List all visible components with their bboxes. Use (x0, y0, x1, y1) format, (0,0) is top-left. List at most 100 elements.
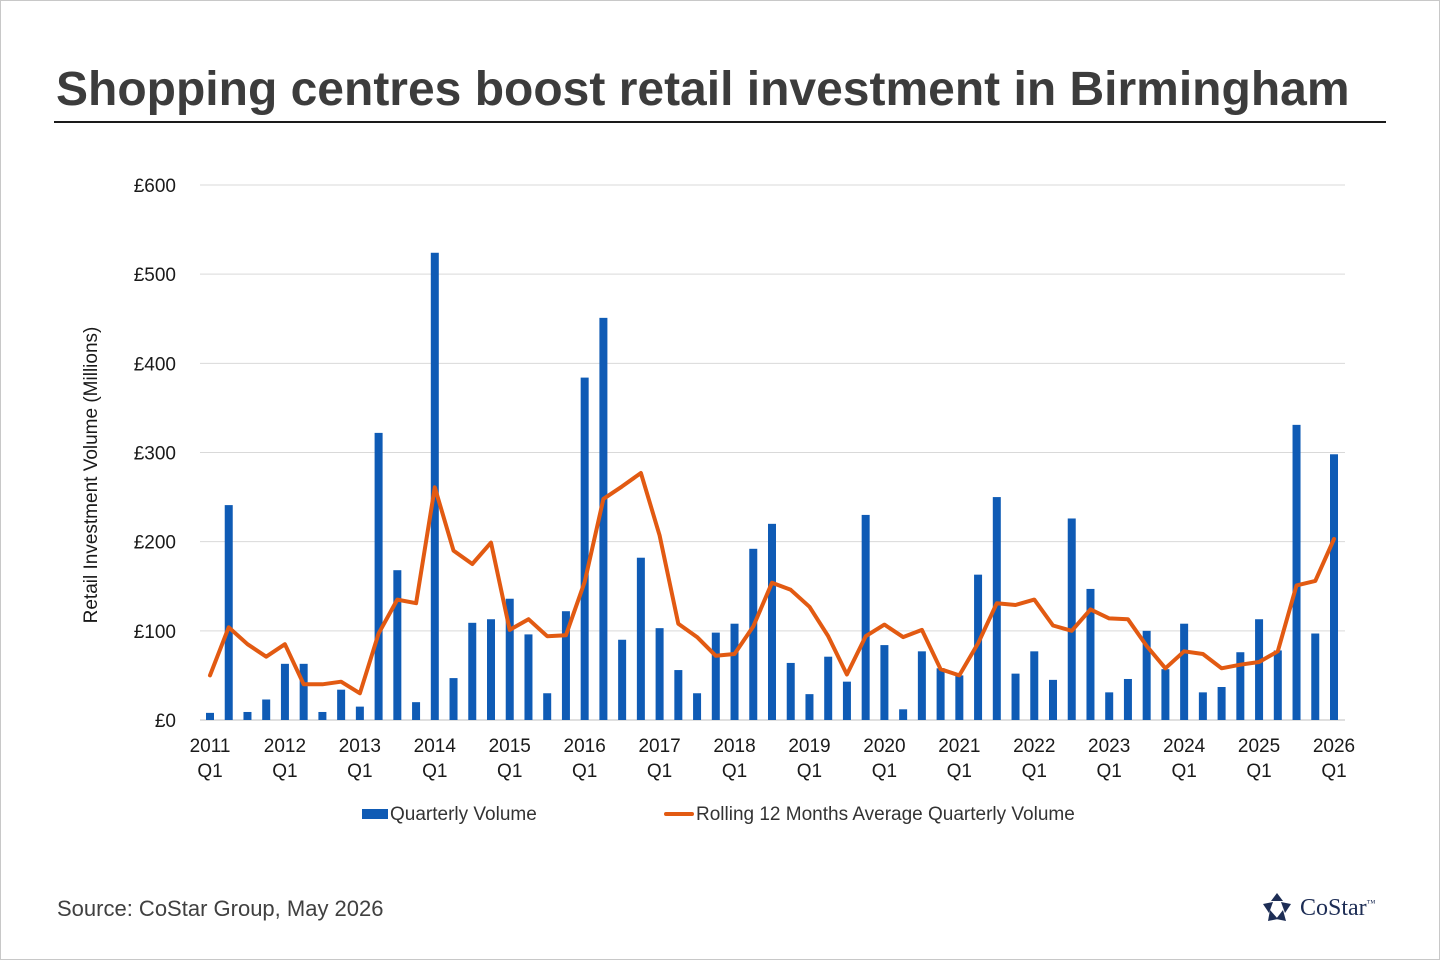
bar (693, 693, 702, 720)
bar (487, 619, 495, 720)
x-tick-quarter: Q1 (647, 761, 672, 782)
bar (1273, 650, 1282, 720)
bar (412, 702, 421, 720)
y-tick-label: £600 (134, 176, 176, 197)
bar (599, 317, 608, 720)
bar (880, 645, 889, 720)
x-tick-quarter: Q1 (347, 761, 372, 782)
bar (936, 668, 945, 720)
bar (337, 689, 346, 720)
x-tick-quarter: Q1 (797, 761, 822, 782)
legend-line-swatch (664, 811, 694, 816)
bar (749, 548, 758, 720)
x-tick-quarter: Q1 (497, 761, 522, 782)
bar (1330, 454, 1338, 720)
brand-trademark: ™ (1366, 897, 1376, 908)
legend-bar-label: Quarterly Volume (390, 804, 537, 825)
legend-item-line: Rolling 12 Months Average Quarterly Volu… (664, 804, 1075, 828)
x-tick-year: 2012 (264, 736, 306, 757)
bar (1311, 633, 1320, 720)
x-tick-quarter: Q1 (197, 761, 222, 782)
x-tick-year: 2025 (1238, 736, 1280, 757)
bar (674, 670, 683, 720)
bar (1030, 651, 1039, 720)
x-tick-quarter: Q1 (422, 761, 447, 782)
bar (636, 557, 645, 720)
source-note: Source: CoStar Group, May 2026 (57, 896, 384, 921)
y-tick-label: £500 (134, 265, 176, 286)
rolling-average-line (208, 471, 1336, 696)
bar (1255, 619, 1264, 720)
x-tick-year: 2015 (489, 736, 531, 757)
x-tick-quarter: Q1 (1321, 761, 1346, 782)
brand-name: CoStar (1300, 894, 1367, 921)
y-tick-label: £0 (155, 711, 176, 732)
bar (805, 694, 814, 720)
bar (299, 663, 308, 720)
bar (206, 712, 214, 720)
bar (1142, 630, 1151, 720)
x-tick-year: 2019 (788, 736, 830, 757)
bar (505, 598, 514, 720)
bar (262, 699, 271, 720)
bar (955, 675, 964, 720)
bar (543, 693, 552, 720)
y-tick-label: £200 (134, 533, 176, 554)
bar (1011, 673, 1020, 720)
bar (561, 611, 570, 720)
x-tick-quarter: Q1 (1022, 761, 1047, 782)
y-tick-label: £300 (134, 444, 176, 465)
bar (899, 709, 908, 720)
bar (1049, 679, 1057, 720)
x-tick-year: 2013 (339, 736, 381, 757)
bar (449, 678, 458, 720)
bar (393, 570, 402, 720)
bar (824, 656, 833, 720)
bar (842, 681, 851, 720)
x-tick-quarter: Q1 (1097, 761, 1122, 782)
bar (917, 651, 926, 720)
x-axis-ticks: 2011 Q1 2012 Q1 2013 Q1 2014 Q1 2015 Q1 2016 Q1 2017… (190, 736, 1356, 782)
bar (618, 639, 627, 720)
bar (655, 628, 664, 720)
bar (974, 574, 983, 720)
x-tick-year: 2020 (863, 736, 905, 757)
bar (1123, 678, 1132, 720)
bar (280, 663, 289, 720)
bar (861, 514, 870, 720)
x-tick-year: 2018 (713, 736, 755, 757)
x-tick-year: 2024 (1163, 736, 1206, 757)
x-tick-year: 2021 (938, 736, 980, 757)
bar (1161, 669, 1170, 720)
bar (1217, 687, 1226, 720)
y-tick-label: £100 (134, 622, 176, 643)
bar (1236, 652, 1245, 720)
x-tick-year: 2011 (190, 736, 231, 757)
bar (374, 432, 383, 720)
bar (1180, 623, 1189, 720)
bar (318, 711, 327, 720)
x-tick-quarter: Q1 (872, 761, 897, 782)
bar (992, 497, 1001, 720)
bar (1067, 518, 1076, 720)
x-tick-quarter: Q1 (272, 761, 297, 782)
line-series (208, 471, 1336, 696)
x-tick-quarter: Q1 (947, 761, 972, 782)
bar (1105, 692, 1114, 720)
x-tick-year: 2023 (1088, 736, 1130, 757)
bar (786, 662, 795, 720)
bar-series (206, 252, 1338, 720)
legend-bar-swatch (362, 808, 388, 819)
x-tick-quarter: Q1 (1246, 761, 1271, 782)
legend-line-label: Rolling 12 Months Average Quarterly Volu… (696, 804, 1075, 825)
legend: Quarterly Volume Rolling 12 Months Avera… (0, 804, 1440, 828)
bar (224, 505, 233, 720)
bar (524, 634, 533, 720)
bar (468, 622, 477, 720)
costar-logo-icon (1263, 893, 1291, 921)
chart-title: Shopping centres boost retail investment… (56, 63, 1350, 116)
x-tick-year: 2026 (1313, 736, 1355, 757)
x-tick-year: 2022 (1013, 736, 1055, 757)
bar (355, 706, 364, 720)
